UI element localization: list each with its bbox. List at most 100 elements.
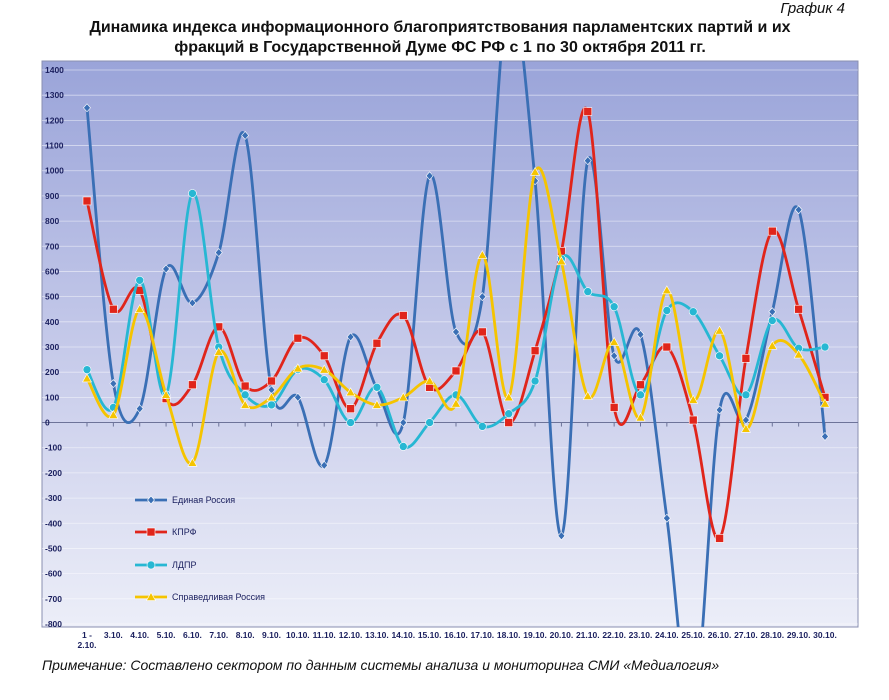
series-1-point (109, 379, 118, 388)
series-1-point (293, 392, 302, 402)
legend-marker (146, 560, 156, 570)
series-4-point (161, 389, 172, 399)
series-4-point (81, 373, 93, 383)
series-2-point (662, 342, 672, 352)
series-2-point (688, 415, 698, 425)
figure-label: График 4 (780, 0, 845, 17)
series-4 (81, 166, 831, 467)
series-2-point (794, 304, 803, 314)
series-3-point (583, 287, 593, 296)
x-tick-label: 6.10. (183, 630, 202, 640)
series-1-point (452, 327, 460, 337)
series-4-point (450, 398, 462, 408)
y-tick-label: -700 (45, 594, 62, 604)
legend-item-2: КПРФ (135, 527, 197, 537)
series-1-point (583, 156, 592, 166)
series-4-point (108, 409, 119, 419)
series-3-point (372, 382, 382, 392)
series-1-point (320, 460, 329, 470)
legend-label: Единая Россия (172, 495, 235, 505)
series-3-point (267, 400, 276, 410)
series-3-point (188, 189, 197, 198)
legend-label: КПРФ (172, 527, 197, 537)
series-3-point (767, 316, 777, 325)
series-4-point (398, 392, 409, 402)
series-4-point (556, 256, 567, 266)
y-tick-label: -300 (45, 493, 62, 503)
series-4-point (714, 325, 725, 335)
y-tick-label: -600 (45, 569, 62, 579)
y-tick-label: 500 (45, 292, 59, 302)
chart-title: Динамика индекса информационного благопр… (20, 18, 860, 58)
series-1-point (241, 131, 250, 140)
series-2-point (319, 351, 329, 361)
source-note: Примечание: Составлено сектором по данны… (42, 657, 720, 673)
series-3-point (319, 375, 329, 385)
x-tick-label: 28.10. (760, 630, 784, 640)
series-4-point (635, 412, 646, 422)
series-4-point (609, 336, 620, 346)
series-1-point (610, 351, 619, 361)
y-tick-label: -100 (45, 443, 62, 453)
y-tick-label: -800 (45, 619, 62, 629)
series-4-point (582, 390, 593, 400)
x-tick-label: 14.10. (391, 630, 415, 640)
series-4-point (345, 387, 356, 397)
x-tick-label: 19.10. (523, 630, 547, 640)
y-tick-label: 1200 (45, 115, 64, 125)
series-2-point (267, 376, 276, 386)
series-1-point (399, 418, 408, 428)
series-3-point (609, 302, 619, 312)
series-3-point (636, 390, 645, 400)
series-4-point (213, 346, 224, 356)
y-tick-label: 100 (45, 392, 59, 402)
x-tick-label: 17.10. (471, 630, 495, 640)
x-tick-label: 11.10. (313, 630, 336, 640)
legend-item-3: ЛДПР (135, 560, 196, 570)
series-4-point (371, 399, 382, 409)
series-4-point (767, 340, 778, 350)
series-2-point (188, 380, 197, 390)
x-tick-label: 30.10. (813, 630, 837, 640)
series-4-point (530, 166, 541, 176)
series-2-point (346, 404, 355, 413)
legend: Единая Россия КПРФ ЛДПР Справедливая Россия (135, 495, 265, 602)
series-1-point (715, 405, 724, 415)
series-3-point (425, 418, 434, 427)
series-3-point (662, 306, 672, 315)
series-4-point (319, 364, 330, 374)
x-tick-label: 16.10. (444, 630, 468, 640)
series-2-point (530, 346, 540, 356)
series-1-point (135, 404, 144, 414)
x-tick-label: 13.10. (365, 630, 389, 640)
legend-label: ЛДПР (172, 560, 196, 570)
x-tick-label: 8.10. (236, 630, 255, 640)
series-2-point (478, 327, 487, 337)
series-3-point (82, 365, 92, 374)
legend-marker (146, 527, 156, 537)
chart-title-line-2: фракций в Государственной Думе ФС РФ с 1… (174, 39, 706, 56)
legend-label: Справедливая Россия (172, 592, 265, 602)
series-2-point (82, 196, 92, 206)
y-tick-label: 900 (45, 191, 59, 201)
x-tick-label: 23.10. (629, 630, 653, 640)
y-tick-label: 0 (45, 418, 50, 428)
series-4-point (240, 399, 251, 409)
series-4-point (187, 457, 198, 467)
series-1-point (214, 248, 223, 258)
x-tick-label: 7.10. (209, 630, 228, 640)
series-2-point (741, 354, 751, 363)
series-2-point (240, 381, 250, 391)
series-3-point (346, 418, 355, 427)
series-2-point (767, 226, 777, 236)
y-tick-label: 600 (45, 266, 59, 276)
x-tick-label: 24.10. (655, 630, 679, 640)
series-1-point (794, 205, 803, 215)
series-3-point (715, 351, 724, 361)
series-1-point (636, 329, 645, 339)
series-4-point (424, 375, 435, 385)
x-tick-label: 29.10. (787, 630, 811, 640)
chart-title-line-1: Динамика индекса информационного благопр… (89, 19, 791, 36)
series-3-point (398, 442, 408, 451)
legend-marker (145, 591, 157, 601)
